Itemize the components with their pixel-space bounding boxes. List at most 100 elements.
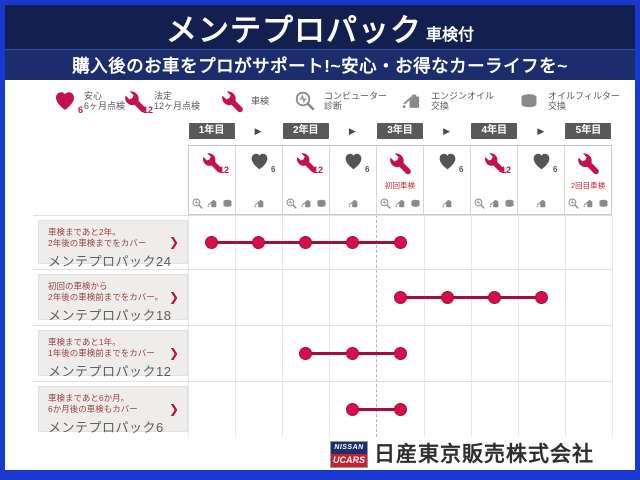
oilfilter-icon <box>409 197 422 210</box>
oilcan-icon <box>300 197 313 210</box>
service-icons <box>535 197 548 210</box>
year-pill-3: 3年目 <box>377 123 423 139</box>
service-icons <box>379 197 422 210</box>
legend-label-line1: 車検 <box>251 95 270 106</box>
legend-item-oilcan: エンジンオイル 交換 <box>400 88 494 114</box>
service-icons <box>253 197 266 210</box>
schedule-col-3: 12 <box>283 146 330 214</box>
wrench-badge: 12 <box>218 165 229 175</box>
year-pill-5: 5年目 <box>565 123 612 139</box>
wrench-icon <box>220 89 244 113</box>
oilcan-icon <box>535 197 548 210</box>
diagnostic-icon <box>285 197 298 210</box>
wrench-icon: 12 <box>201 151 229 175</box>
grid-vline <box>235 215 237 437</box>
plan-coverage-dot <box>440 290 454 304</box>
grid-vline <box>470 215 472 437</box>
schedule-column-headers: 12 6 12 6 初回車検 6 12 6 2回目車検 <box>188 145 612 215</box>
legend-label-line2: 12ヶ月点検 <box>154 101 201 111</box>
grid-vline <box>612 215 613 437</box>
grid-vline <box>188 215 189 437</box>
nissan-ucars-logo: NISSAN UCARS <box>330 441 368 468</box>
legend-item-wrench: 12 法定 12ヶ月点検 <box>123 88 200 115</box>
heart-icon: 6 <box>249 151 276 174</box>
year-pill-1: 1年目 <box>188 123 235 139</box>
plan-coverage-dot <box>346 402 360 416</box>
plan-coverage-dot <box>393 235 407 249</box>
oilcan-icon <box>441 197 454 210</box>
schedule-col-8: 6 <box>518 146 565 214</box>
plan-desc-line2: 1年後の車検前までをカバー <box>48 347 155 358</box>
heart-badge: 6 <box>77 105 83 115</box>
heart-badge: 6 <box>271 165 276 174</box>
plan-desc-line1: 車検まであと2年。 <box>48 227 121 237</box>
footer: NISSAN UCARS 日産東京販売株式会社 <box>5 437 635 470</box>
plan-coverage-dot <box>299 346 313 360</box>
oilfilter-icon <box>597 197 610 210</box>
oilcan-icon <box>253 197 266 210</box>
schedule-col-5: 初回車検 <box>377 146 424 214</box>
service-icons <box>191 197 234 210</box>
plan-desc-line1: 初回の車検から <box>48 281 108 291</box>
legend-item-label: 車検 <box>251 96 269 107</box>
grid-vline <box>376 215 378 437</box>
service-icons <box>285 197 328 210</box>
oilfilter-icon <box>517 89 541 113</box>
plan-coverage-dot <box>346 346 360 360</box>
chevron-right-icon: ❯ <box>168 346 179 360</box>
legend-label-line2: 交換 <box>548 101 567 111</box>
plan-name: メンテプロパック18 <box>48 308 172 323</box>
plan-row-メンテプロパック18[interactable]: 初回の車検から 2年後の車検前までをカバー。メンテプロパック18 ❯ <box>38 274 188 323</box>
plan-coverage-dot <box>393 346 407 360</box>
oilcan-icon <box>488 197 501 210</box>
legend-label-line1: 安心 <box>84 90 103 101</box>
plan-coverage-dot <box>393 402 407 416</box>
year-arrow-icon: ▶ <box>348 126 356 136</box>
nissan-logo-text: NISSAN <box>331 442 367 454</box>
plan-row-メンテプロパック6[interactable]: 車検まであと6か月。 6か月後の車検もカバー メンテプロパック6 ❯ <box>38 386 188 435</box>
diagnostic-icon <box>379 197 392 210</box>
year-pill-2: 2年目 <box>282 123 329 139</box>
plan-row-メンテプロパック12[interactable]: 車検まであと1年。 1年後の車検前までをカバー メンテプロパック12 ❯ <box>38 330 188 379</box>
plan-coverage-dot <box>487 290 501 304</box>
legend-item-oilfilter: オイルフィルター 交換 <box>517 88 620 114</box>
diagnostic-icon <box>567 197 580 210</box>
wrench-icon <box>388 151 412 175</box>
chevron-right-icon: ❯ <box>168 290 179 304</box>
oilcan-icon <box>206 197 219 210</box>
plan-coverage-dot <box>393 290 407 304</box>
oilcan-icon <box>347 197 360 210</box>
plan-name: メンテプロパック24 <box>48 254 172 269</box>
plan-row-メンテプロパック24[interactable]: 車検まであと2年。 2年後の車検までをカバー メンテプロパック24 ❯ <box>38 220 188 269</box>
service-icons <box>567 197 610 210</box>
page-title: メンテプロパック <box>165 12 422 48</box>
oilfilter-icon <box>503 197 516 210</box>
plan-name: メンテプロパック6 <box>48 420 164 435</box>
grid-hline <box>33 325 612 326</box>
grid-hline <box>33 215 612 216</box>
header-subtitle-bar: 購入後のお車をプロがサポート!~安心・お得なカーライフを~ <box>5 49 635 80</box>
schedule-col-2: 6 <box>236 146 283 214</box>
legend-item-label: 法定 12ヶ月点検 <box>154 91 200 112</box>
plan-coverage-line <box>352 407 400 411</box>
schedule-col-9: 2回目車検 <box>565 146 611 214</box>
plan-desc-line2: 2年後の車検前までをカバー。 <box>48 291 164 302</box>
legend-item-label: コンピューター 診断 <box>324 91 387 112</box>
oilcan-icon <box>400 89 424 113</box>
grid-hline <box>33 269 612 270</box>
page-title-suffix: 車検付 <box>425 27 474 44</box>
legend-label-line2: 交換 <box>431 101 450 111</box>
year-arrow-icon: ▶ <box>443 126 451 136</box>
heart-badge: 6 <box>365 165 370 174</box>
plan-coverage-dot <box>205 235 219 249</box>
page-subtitle: 購入後のお車をプロがサポート!~安心・お得なカーライフを~ <box>72 55 568 76</box>
plan-desc-line2: 6か月後の車検もカバー <box>48 403 138 414</box>
diagnostic-icon <box>293 89 317 113</box>
legend-item-heart: 6 安心 6ヶ月点検 <box>53 88 125 115</box>
service-icons <box>441 197 454 210</box>
year-arrow-icon: ▶ <box>254 126 262 136</box>
company-name: 日産東京販売株式会社 <box>374 443 594 466</box>
content-area: 6 安心 6ヶ月点検 12 法定 12ヶ月点検 車検 コンピューター 診断 エンジンオイル 交換 オイ… <box>5 80 635 470</box>
inspection-label: 初回車検 <box>385 181 415 190</box>
